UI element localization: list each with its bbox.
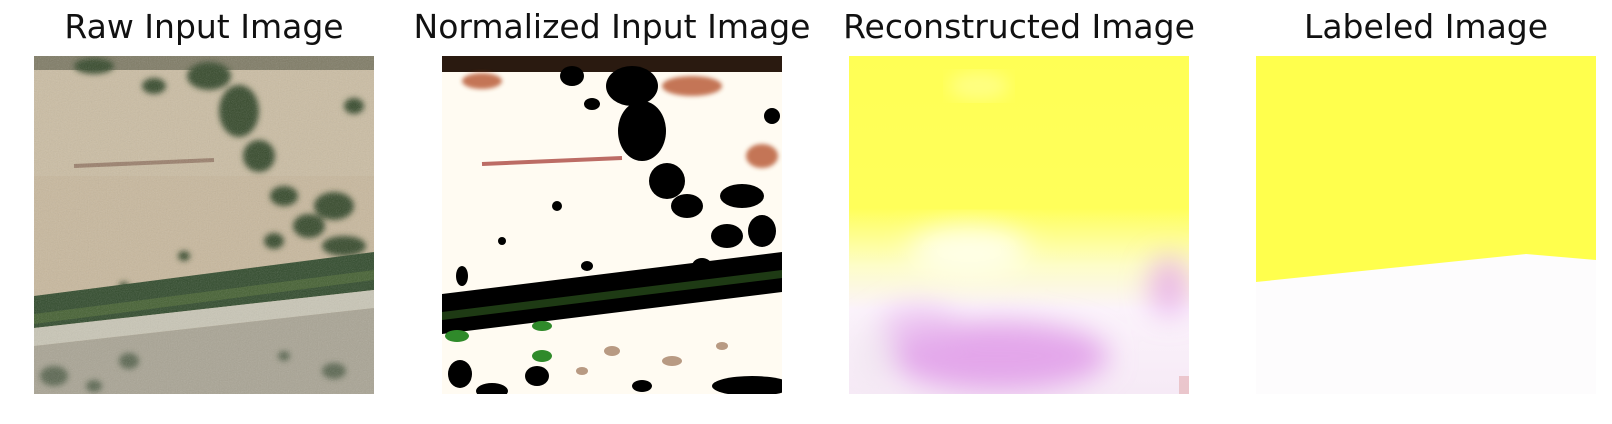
reconstructed-output-image bbox=[849, 56, 1189, 394]
labeled-segmentation-mask bbox=[1256, 56, 1596, 394]
raw-input-satellite-image bbox=[34, 56, 374, 394]
normalized-input-satellite-image bbox=[442, 56, 782, 394]
panel-raw-input: Raw Input Image bbox=[34, 0, 374, 424]
normalized-input-title: Normalized Input Image bbox=[413, 7, 811, 46]
normalized-input-image bbox=[442, 56, 782, 394]
raw-input-title: Raw Input Image bbox=[64, 7, 344, 46]
reconstructed-image bbox=[849, 56, 1189, 394]
labeled-image bbox=[1256, 56, 1596, 394]
reconstructed-title: Reconstructed Image bbox=[843, 7, 1195, 46]
panel-reconstructed: Reconstructed Image bbox=[843, 0, 1195, 424]
raw-input-image bbox=[34, 56, 374, 394]
panel-labeled: Labeled Image bbox=[1256, 0, 1596, 424]
labeled-title: Labeled Image bbox=[1303, 7, 1549, 46]
panel-normalized-input: Normalized Input Image bbox=[414, 0, 810, 424]
